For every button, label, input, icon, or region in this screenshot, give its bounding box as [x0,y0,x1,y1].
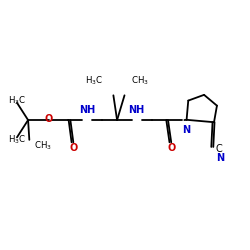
Text: C: C [216,144,222,154]
Text: $\mathsf{H_3C}$: $\mathsf{H_3C}$ [8,134,26,146]
Text: O: O [69,144,78,154]
Text: O: O [167,144,175,154]
Text: $\mathsf{H_3C}$: $\mathsf{H_3C}$ [8,94,26,106]
Text: O: O [45,114,53,124]
Text: $\mathsf{CH_3}$: $\mathsf{CH_3}$ [131,74,149,87]
Text: $\mathsf{H_3C}$: $\mathsf{H_3C}$ [84,74,103,87]
Text: $\mathsf{CH_3}$: $\mathsf{CH_3}$ [34,140,52,152]
Text: NH: NH [128,105,144,115]
Text: N: N [182,125,191,135]
Text: NH: NH [79,105,95,115]
Text: N: N [216,153,224,163]
